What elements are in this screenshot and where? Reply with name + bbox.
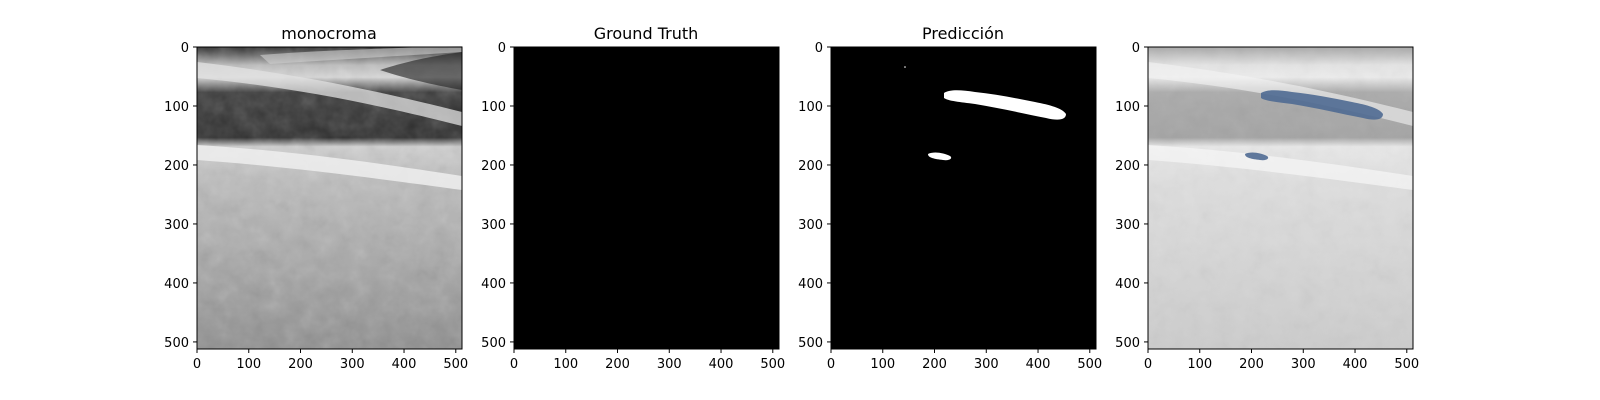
axes-frame [1147,46,1414,350]
y-tick-label: 500 [481,336,506,351]
y-tick-label: 0 [815,41,823,56]
x-tick-label: 0 [1144,357,1152,372]
x-tick-label: 200 [1239,357,1264,372]
y-tick-label: 300 [164,218,189,233]
x-tick-label: 400 [1343,357,1368,372]
x-tick-label: 500 [760,357,785,372]
empty-mask [514,47,779,349]
x-tick-label: 400 [392,357,417,372]
predicted-region-lower [928,152,952,161]
axes-frame [196,46,463,350]
x-tick-label: 200 [922,357,947,372]
x-ticks: 0 100 200 300 400 500 [1144,349,1419,372]
overlay-region-upper [1261,90,1383,120]
panel-ground-truth: Ground Truth 0 100 200 300 400 500 0 100 200 300… [481,24,785,372]
x-tick-label: 200 [288,357,313,372]
x-tick-label: 500 [1077,357,1102,372]
panel-title: Ground Truth [594,24,699,43]
x-tick-label: 300 [974,357,999,372]
x-tick-label: 0 [193,357,201,372]
y-tick-label: 200 [798,159,823,174]
x-tick-label: 0 [510,357,518,372]
ultrasound-image [197,46,462,349]
axes-frame [830,46,1097,350]
x-tick-label: 300 [1291,357,1316,372]
y-ticks: 0 100 200 300 400 500 [1115,41,1148,351]
y-tick-label: 500 [164,336,189,351]
x-ticks: 0 100 200 300 400 500 [510,349,785,372]
y-ticks: 0 100 200 300 400 500 [164,41,197,351]
x-tick-label: 200 [605,357,630,372]
panel-title: Predicción [922,24,1004,43]
y-tick-label: 0 [498,41,506,56]
y-tick-label: 400 [1115,277,1140,292]
predicted-region-upper [944,90,1066,120]
x-tick-label: 300 [657,357,682,372]
x-tick-label: 100 [1187,357,1212,372]
x-tick-label: 0 [827,357,835,372]
panel-title: monocroma [281,24,377,43]
predicted-speck [904,66,906,68]
y-tick-label: 200 [164,159,189,174]
y-tick-label: 400 [481,277,506,292]
y-tick-label: 500 [1115,336,1140,351]
panel-overlay: 0 100 200 300 400 500 0 100 200 300 400 500 [1115,41,1419,372]
overlay-image [1148,47,1413,349]
y-tick-label: 100 [164,100,189,115]
x-tick-label: 100 [553,357,578,372]
y-tick-label: 200 [1115,159,1140,174]
x-tick-label: 100 [870,357,895,372]
y-tick-label: 0 [1132,41,1140,56]
x-tick-label: 400 [709,357,734,372]
axes-frame [513,46,780,350]
y-ticks: 0 100 200 300 400 500 [481,41,514,351]
x-tick-label: 400 [1026,357,1051,372]
y-tick-label: 300 [798,218,823,233]
y-tick-label: 100 [798,100,823,115]
y-tick-label: 300 [1115,218,1140,233]
overlay-region-lower [1245,152,1269,161]
y-ticks: 0 100 200 300 400 500 [798,41,831,351]
panel-prediccion: Predicción 0 100 200 300 400 500 0 100 200 300 40… [798,24,1102,372]
y-tick-label: 400 [798,277,823,292]
x-tick-label: 100 [236,357,261,372]
y-tick-label: 300 [481,218,506,233]
y-tick-label: 200 [481,159,506,174]
x-tick-label: 500 [443,357,468,372]
x-tick-label: 500 [1394,357,1419,372]
y-tick-label: 0 [181,41,189,56]
x-ticks: 0 100 200 300 400 500 [827,349,1102,372]
y-tick-label: 100 [1115,100,1140,115]
y-tick-label: 100 [481,100,506,115]
panel-monocroma: monocroma 0 100 200 300 400 500 0 100 200 300 400… [164,24,468,372]
y-tick-label: 500 [798,336,823,351]
x-tick-label: 300 [340,357,365,372]
x-ticks: 0 100 200 300 400 500 [193,349,468,372]
y-tick-label: 400 [164,277,189,292]
